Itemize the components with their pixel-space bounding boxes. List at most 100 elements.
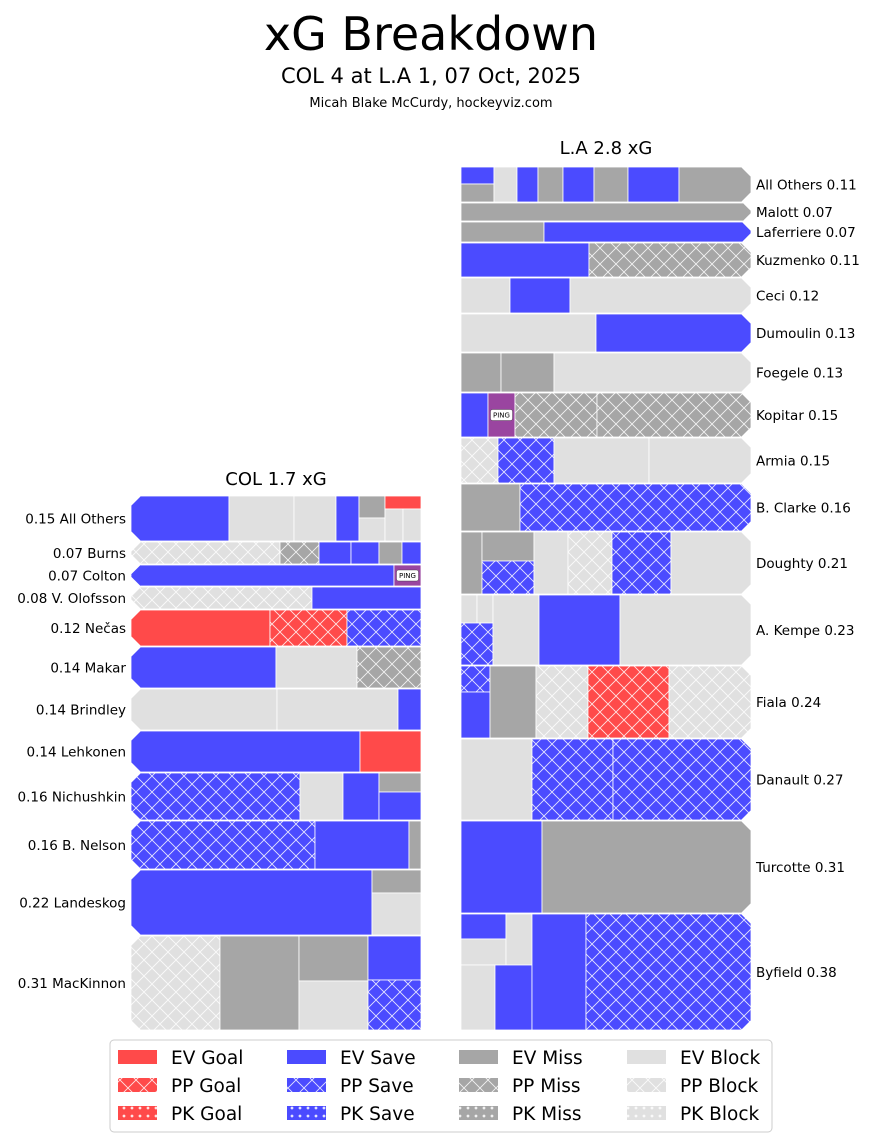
shot-cell-save xyxy=(494,964,533,1030)
shot-cell-block xyxy=(461,964,496,1030)
shot-cell-save xyxy=(131,870,373,935)
shot-cell-block xyxy=(535,666,589,738)
player-row-l-a-foegele: Foegele 0.13 xyxy=(461,353,843,392)
shot-cell-miss xyxy=(461,203,751,221)
legend-entry-pp-save: PP Save xyxy=(287,1076,414,1097)
player-label: 0.12 Nečas xyxy=(51,621,126,637)
shot-cell-save xyxy=(131,496,230,541)
shot-cell-save xyxy=(497,438,555,483)
shot-cell-block xyxy=(533,532,569,594)
player-row-col-landeskog: 0.22 Landeskog xyxy=(19,870,421,935)
legend-swatch xyxy=(118,1106,157,1120)
shot-cell-block xyxy=(131,587,313,609)
shot-cell-save xyxy=(350,542,380,564)
shot-cell-block xyxy=(228,496,295,541)
player-row-col-makar: 0.14 Makar xyxy=(50,647,421,688)
player-label: 0.22 Landeskog xyxy=(19,896,126,912)
row-cells xyxy=(461,203,751,221)
player-label: 0.16 B. Nelson xyxy=(28,838,126,854)
shot-cell-block xyxy=(276,689,399,730)
row-cells xyxy=(461,278,751,313)
chart-title: xG Breakdown xyxy=(264,7,598,61)
legend-label: PP Miss xyxy=(512,1076,581,1097)
shot-cell-miss xyxy=(461,222,545,242)
player-row-l-a-malott: Malott 0.07 xyxy=(461,203,833,221)
ping-badge xyxy=(490,409,513,421)
row-cells xyxy=(461,222,751,242)
shot-cell-save xyxy=(461,821,543,913)
shot-cell-save xyxy=(131,647,277,688)
ping-label: PING xyxy=(493,412,510,420)
shot-cell-block xyxy=(569,278,751,313)
player-row-l-a-byfield: Byfield 0.38 xyxy=(461,914,837,1030)
shot-cell-save xyxy=(516,167,539,202)
player-row-l-a-laferriere: Laferriere 0.07 xyxy=(461,222,856,242)
row-cells xyxy=(461,438,751,483)
shot-cell-save xyxy=(367,979,421,1030)
shot-cell-block xyxy=(371,892,421,935)
shot-cell-save xyxy=(397,689,421,730)
legend-label: PK Save xyxy=(340,1104,415,1125)
player-row-l-a-a-kempe: A. Kempe 0.23 xyxy=(461,595,854,665)
la-treemap: All Others 0.11 Malott 0.07 Laferriere 0.0… xyxy=(461,167,860,1030)
legend-frame xyxy=(109,1039,773,1133)
shot-cell-save xyxy=(562,167,595,202)
shot-cell-save xyxy=(585,914,751,1030)
shot-cell-save xyxy=(538,595,621,665)
player-row-col-brindley: 0.14 Brindley xyxy=(36,689,421,730)
row-cells xyxy=(131,870,421,935)
player-row-l-a-danault: Danault 0.27 xyxy=(461,739,843,820)
shot-cell-block xyxy=(461,739,533,820)
shot-cell-block xyxy=(461,314,597,352)
chart-subtitle: COL 4 at L.A 1, 07 Oct, 2025 xyxy=(281,64,581,88)
shot-cell-block xyxy=(668,666,751,738)
player-row-l-a-kopitar: PING Kopitar 0.15 xyxy=(461,393,838,437)
shot-cell-save xyxy=(461,622,494,665)
shot-cell-block xyxy=(553,353,751,392)
player-label: Kopitar 0.15 xyxy=(756,408,838,424)
legend-label: PK Miss xyxy=(512,1104,582,1125)
row-cells xyxy=(461,393,751,437)
row-cells xyxy=(461,532,751,594)
row-cells xyxy=(131,689,421,730)
row-cells xyxy=(461,243,751,277)
row-cells xyxy=(461,914,751,1030)
shot-cell-save xyxy=(342,773,380,820)
row-cells xyxy=(461,314,751,352)
shot-cell-goal xyxy=(384,496,421,510)
shot-cell-block xyxy=(505,914,533,966)
col-treemap: 0.15 All Others 0.07 Burns PING 0.07 Colton… xyxy=(17,496,421,1030)
shot-cell-block xyxy=(358,517,386,541)
shot-cell-save xyxy=(595,314,751,352)
shot-cell-miss xyxy=(500,353,555,392)
shot-cell-miss xyxy=(219,936,300,1030)
legend-swatch xyxy=(287,1106,326,1120)
player-label: Kuzmenko 0.11 xyxy=(756,253,860,269)
row-cells xyxy=(461,739,751,820)
shot-cell-miss xyxy=(298,936,369,982)
shot-cell-block xyxy=(402,508,421,541)
player-row-col-all-others: 0.15 All Others xyxy=(25,496,421,541)
player-row-col-colton: PING 0.07 Colton xyxy=(48,565,421,586)
shot-cell-block xyxy=(461,438,499,483)
player-row-col-v-olofsson: 0.08 V. Olofsson xyxy=(17,587,421,609)
legend-entry-ev-goal: EV Goal xyxy=(118,1048,243,1069)
player-label: Danault 0.27 xyxy=(756,773,843,789)
legend-entry-pk-save: PK Save xyxy=(287,1104,415,1125)
row-cells xyxy=(461,167,751,202)
player-label: Laferriere 0.07 xyxy=(756,225,856,241)
shot-cell-block xyxy=(648,438,751,483)
legend-entry-ev-miss: EV Miss xyxy=(459,1048,583,1069)
legend-label: PP Save xyxy=(340,1076,414,1097)
player-label: 0.14 Makar xyxy=(50,661,126,677)
legend-swatch xyxy=(459,1106,498,1120)
shot-cell-block xyxy=(298,980,369,1030)
row-cells xyxy=(131,936,421,1030)
row-cells xyxy=(461,821,751,913)
shot-cell-miss xyxy=(514,393,598,437)
shot-cell-block xyxy=(275,647,358,688)
legend-label: PP Block xyxy=(680,1076,759,1097)
shot-cell-save xyxy=(367,936,421,981)
legend-swatch xyxy=(118,1050,157,1064)
legend-entry-pk-block: PK Block xyxy=(627,1104,759,1125)
